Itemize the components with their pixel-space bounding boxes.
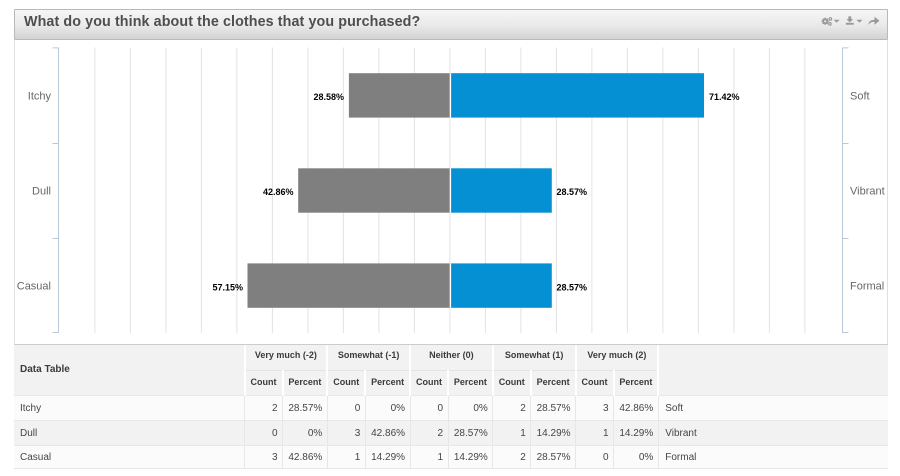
svg-text:28.57%: 28.57%: [557, 187, 588, 197]
svg-text:Itchy: Itchy: [28, 91, 52, 103]
svg-text:42.86%: 42.86%: [263, 187, 294, 197]
svg-text:28.58%: 28.58%: [313, 92, 344, 102]
svg-text:57.15%: 57.15%: [212, 282, 243, 292]
svg-text:28.57%: 28.57%: [557, 282, 588, 292]
svg-text:Soft: Soft: [850, 91, 870, 103]
svg-text:Casual: Casual: [17, 281, 51, 293]
svg-text:Dull: Dull: [32, 186, 51, 198]
svg-text:Vibrant: Vibrant: [850, 186, 885, 198]
svg-text:71.42%: 71.42%: [709, 92, 740, 102]
svg-text:Formal: Formal: [850, 281, 884, 293]
